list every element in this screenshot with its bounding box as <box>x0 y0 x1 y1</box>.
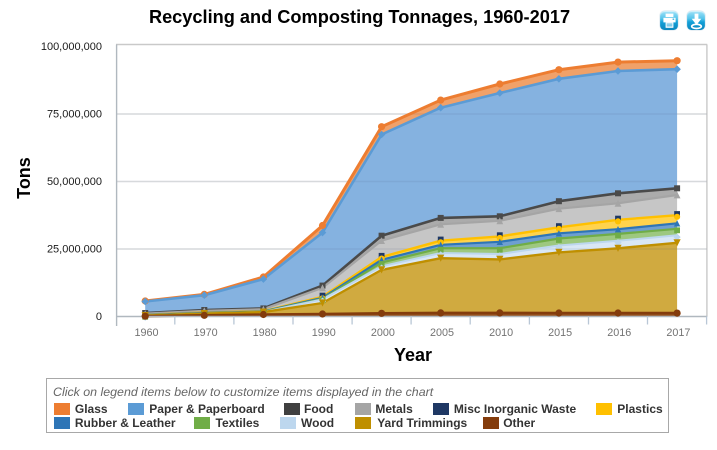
svg-text:50,000,000: 50,000,000 <box>47 176 102 188</box>
svg-text:Year: Year <box>394 345 432 365</box>
svg-text:2016: 2016 <box>607 327 631 339</box>
svg-text:2010: 2010 <box>489 327 513 339</box>
svg-text:2017: 2017 <box>666 327 690 339</box>
svg-text:2000: 2000 <box>371 327 395 339</box>
svg-text:1990: 1990 <box>312 327 336 339</box>
svg-text:Tons: Tons <box>14 157 34 199</box>
svg-text:1970: 1970 <box>194 327 218 339</box>
svg-text:2005: 2005 <box>430 327 454 339</box>
svg-text:100,000,000: 100,000,000 <box>41 41 102 53</box>
svg-text:0: 0 <box>96 311 102 323</box>
svg-text:1960: 1960 <box>134 327 158 339</box>
svg-text:75,000,000: 75,000,000 <box>47 109 102 121</box>
svg-text:25,000,000: 25,000,000 <box>47 244 102 256</box>
svg-text:1980: 1980 <box>253 327 277 339</box>
svg-text:2015: 2015 <box>548 327 572 339</box>
